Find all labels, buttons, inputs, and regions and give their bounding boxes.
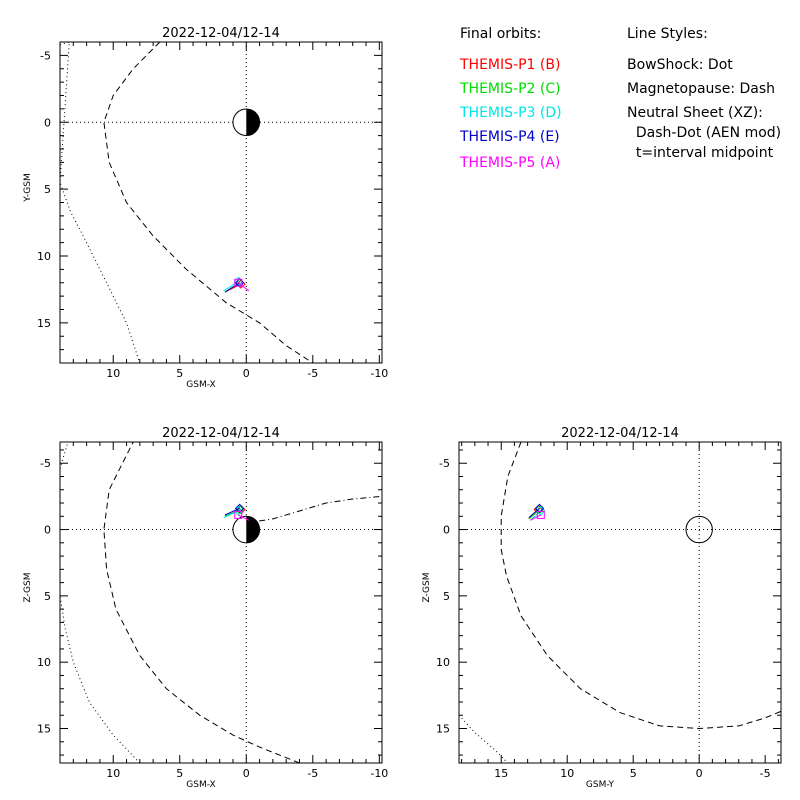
plot-frame bbox=[59, 441, 383, 764]
x-tick-label: 5 bbox=[630, 767, 637, 780]
y-tick-label: 15 bbox=[37, 723, 51, 736]
y-tick-label: 0 bbox=[44, 524, 51, 537]
x-tick-label: 10 bbox=[106, 767, 120, 780]
legend-orbit-p3: THEMIS-P3 (D) bbox=[460, 105, 562, 121]
orbit-marker-square bbox=[536, 510, 545, 519]
panel-title: 2022-12-04/12-14 bbox=[561, 426, 679, 441]
y-tick-label: -5 bbox=[40, 49, 51, 62]
x-tick-label: -5 bbox=[760, 767, 771, 780]
x-tick-label: 5 bbox=[176, 367, 183, 380]
x-axis-label: GSM-X bbox=[186, 780, 215, 790]
orbit-marker-square bbox=[234, 278, 243, 287]
bow-shock-curve bbox=[459, 714, 509, 763]
legend-orbits-title: Final orbits: bbox=[460, 26, 542, 42]
y-tick-label: -5 bbox=[439, 457, 450, 470]
legend-orbit-p1: THEMIS-P1 (B) bbox=[460, 57, 561, 73]
orbit-5 bbox=[530, 510, 545, 521]
x-tick-label: -10 bbox=[370, 767, 388, 780]
x-axis-label: GSM-X bbox=[186, 380, 215, 390]
orbit-track bbox=[237, 282, 250, 292]
axis-ticks bbox=[59, 442, 382, 763]
magnetopause-curve bbox=[103, 442, 300, 763]
legend-style-bowshock: BowShock: Dot bbox=[627, 57, 733, 73]
legend-styles-title: Line Styles: bbox=[627, 26, 708, 42]
orbit-track bbox=[238, 514, 250, 521]
x-tick-label: 15 bbox=[494, 767, 508, 780]
y-tick-label: 10 bbox=[37, 656, 51, 669]
orbit-track bbox=[530, 514, 542, 521]
x-tick-label: 0 bbox=[243, 767, 250, 780]
panel-title: 2022-12-04/12-14 bbox=[162, 26, 280, 41]
x-tick-label: -10 bbox=[370, 367, 388, 380]
legend-orbit-p5: THEMIS-P5 (A) bbox=[460, 155, 561, 171]
neutral-sheet-curve bbox=[246, 495, 382, 524]
x-tick-label: 5 bbox=[176, 767, 183, 780]
y-tick-label: 0 bbox=[443, 524, 450, 537]
x-axis-label: GSM-Y bbox=[586, 780, 615, 790]
orbit-marker-diamond bbox=[234, 503, 245, 514]
legend-style-midpoint: t=interval midpoint bbox=[627, 145, 774, 161]
y-tick-label: 10 bbox=[37, 250, 51, 263]
earth-night-side bbox=[246, 108, 260, 136]
orbit-5 bbox=[234, 510, 250, 521]
legend-style-magnetopause: Magnetopause: Dash bbox=[627, 81, 776, 97]
axis-ticks bbox=[59, 41, 382, 364]
y-tick-label: 5 bbox=[44, 183, 51, 196]
panel-title: 2022-12-04/12-14 bbox=[162, 426, 280, 441]
orbit-marker-square bbox=[234, 510, 243, 519]
legend-style-dash-dot: Dash-Dot (AEN mod) bbox=[627, 125, 782, 141]
orbit-4 bbox=[224, 503, 245, 516]
plot-frame bbox=[59, 41, 383, 364]
panel-2: 10 5 0 -5 -10 -5 0 5 10 15 2022-12-04/12-14 GSM-X Z-… bbox=[23, 426, 388, 790]
orbit-5 bbox=[234, 278, 250, 292]
orbit-4 bbox=[528, 503, 545, 518]
legend-style-neutral-sheet: Neutral Sheet (XZ): bbox=[627, 105, 763, 121]
x-tick-label: -5 bbox=[307, 367, 318, 380]
y-tick-label: 0 bbox=[44, 116, 51, 129]
legend-orbit-p2: THEMIS-P2 (C) bbox=[460, 81, 561, 97]
y-tick-label: 10 bbox=[436, 656, 450, 669]
y-axis-label: Z-GSM bbox=[23, 572, 33, 602]
bow-shock-curve bbox=[60, 442, 69, 469]
y-axis-label: Y-GSM bbox=[23, 173, 33, 202]
y-axis-label: Z-GSM bbox=[422, 572, 432, 602]
panel-1: 10 5 0 -5 -10 -5 0 5 10 15 2022-12-04/12-14 GSM-X Y-… bbox=[23, 26, 388, 390]
x-tick-label: 0 bbox=[696, 767, 703, 780]
x-tick-label: -5 bbox=[307, 767, 318, 780]
orbit-marker-diamond bbox=[534, 503, 545, 514]
bow-shock-curve bbox=[60, 42, 141, 363]
magnetopause-curve bbox=[500, 442, 781, 730]
legend-orbit-p4: THEMIS-P4 (E) bbox=[460, 129, 560, 145]
y-tick-label: 5 bbox=[443, 590, 450, 603]
y-tick-label: 15 bbox=[436, 723, 450, 736]
y-tick-label: 15 bbox=[37, 317, 51, 330]
earth-symbol bbox=[685, 515, 713, 544]
bow-shock-curve bbox=[60, 595, 141, 763]
x-tick-label: 10 bbox=[560, 767, 574, 780]
plot-frame bbox=[458, 441, 782, 764]
x-tick-label: 10 bbox=[106, 367, 120, 380]
magnetopause-curve bbox=[103, 42, 314, 363]
panel-3: 15 10 5 0 -5 -5 0 5 10 15 2022-12-04/12-14 GSM-Y Z-G… bbox=[422, 426, 782, 790]
earth-night-side bbox=[246, 516, 260, 543]
y-tick-label: -5 bbox=[40, 457, 51, 470]
axis-ticks bbox=[459, 442, 781, 763]
y-tick-label: 5 bbox=[44, 590, 51, 603]
x-tick-label: 0 bbox=[243, 367, 250, 380]
